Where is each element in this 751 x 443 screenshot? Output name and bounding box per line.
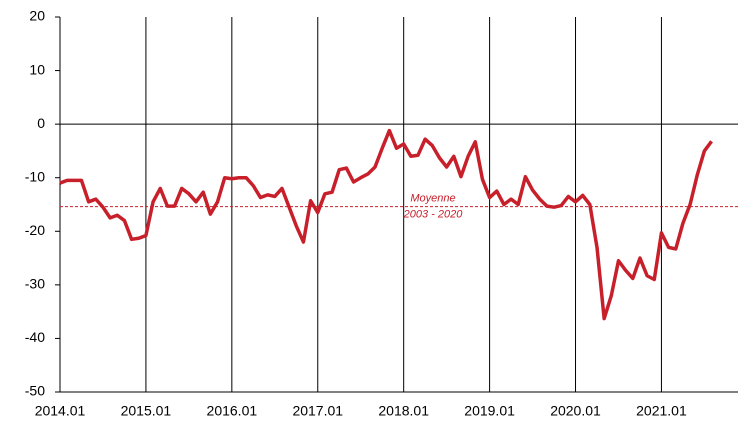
x-tick-label: 2018.01 bbox=[378, 403, 429, 419]
x-tick-label: 2014.01 bbox=[35, 403, 86, 419]
y-tick-label: 10 bbox=[29, 61, 45, 77]
x-tick-label: 2015.01 bbox=[121, 403, 172, 419]
y-tick-label: -10 bbox=[25, 168, 45, 184]
x-tick-label: 2016.01 bbox=[207, 403, 258, 419]
y-tick-label: -50 bbox=[25, 383, 45, 399]
y-tick-label: 20 bbox=[29, 8, 45, 24]
y-tick-label: -40 bbox=[25, 329, 45, 345]
x-tick-label: 2017.01 bbox=[292, 403, 343, 419]
x-tick-label: 2021.01 bbox=[636, 403, 687, 419]
y-tick-label: -20 bbox=[25, 222, 45, 238]
data-line bbox=[59, 128, 713, 321]
y-tick-label: 0 bbox=[37, 115, 45, 131]
x-tick-label: 2019.01 bbox=[464, 403, 515, 419]
y-tick-label: -30 bbox=[25, 276, 45, 292]
reference-label: Moyenne bbox=[410, 193, 455, 205]
reference-label: 2003 - 2020 bbox=[403, 209, 464, 221]
x-tick-label: 2020.01 bbox=[550, 403, 601, 419]
